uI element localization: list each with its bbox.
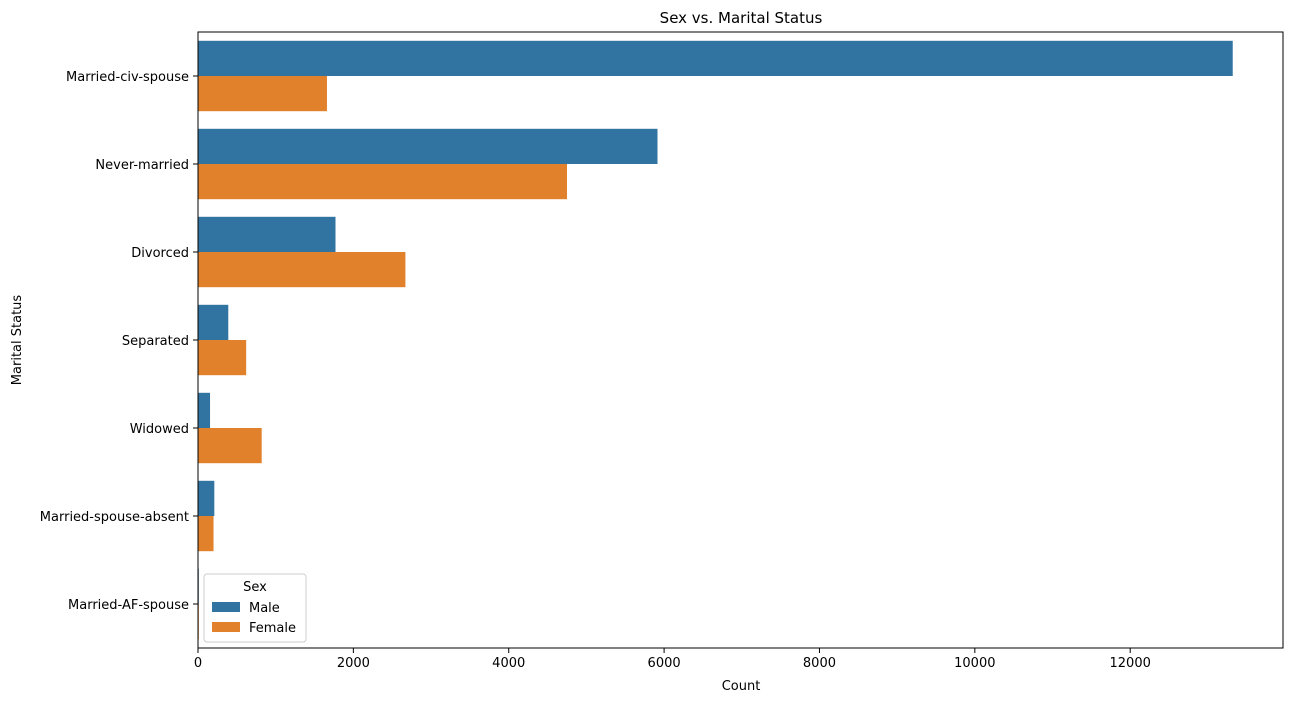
y-tick-label: Widowed xyxy=(130,422,189,437)
bar-female-2 xyxy=(198,252,406,288)
legend: Sex Male Female xyxy=(203,573,307,643)
bar-male-1 xyxy=(198,128,658,164)
y-tick-label: Divorced xyxy=(131,246,189,261)
legend-swatch-male xyxy=(212,602,240,612)
bar-male-3 xyxy=(198,304,229,340)
bar-male-5 xyxy=(198,480,215,516)
bar-female-5 xyxy=(198,516,214,552)
bar-female-0 xyxy=(198,76,327,112)
legend-swatch-female xyxy=(212,622,240,632)
x-tick-label: 4000 xyxy=(492,656,525,671)
bar-male-2 xyxy=(198,216,336,252)
x-tick-label: 10000 xyxy=(954,656,995,671)
x-tick-label: 6000 xyxy=(648,656,681,671)
x-axis-label: Count xyxy=(722,679,761,694)
y-tick-label: Never-married xyxy=(95,158,189,173)
x-tick-label: 0 xyxy=(194,656,202,671)
legend-label-female: Female xyxy=(249,621,296,636)
x-axis: 0 2000 4000 6000 8000 10000 12000 xyxy=(194,648,1151,671)
y-tick-label: Separated xyxy=(122,334,189,349)
y-axis-label: Marital Status xyxy=(10,295,25,386)
bar-male-0 xyxy=(198,40,1233,76)
legend-title: Sex xyxy=(243,580,267,595)
bars xyxy=(198,40,1233,640)
chart-title: Sex vs. Marital Status xyxy=(660,9,823,27)
y-tick-label: Married-AF-spouse xyxy=(68,598,189,613)
bar-female-4 xyxy=(198,428,262,464)
legend-items: Male Female xyxy=(212,601,296,636)
y-axis: Married-civ-spouse Never-married Divorced S… xyxy=(40,70,198,613)
x-tick-label: 8000 xyxy=(803,656,836,671)
y-tick-label: Married-spouse-absent xyxy=(40,510,189,525)
bar-male-4 xyxy=(198,392,211,428)
bar-female-1 xyxy=(198,164,567,200)
y-tick-label: Married-civ-spouse xyxy=(66,70,189,85)
x-tick-label: 2000 xyxy=(337,656,370,671)
bar-female-3 xyxy=(198,340,247,376)
legend-label-male: Male xyxy=(249,601,280,616)
x-tick-label: 12000 xyxy=(1110,656,1151,671)
plot-frame xyxy=(197,31,1284,649)
